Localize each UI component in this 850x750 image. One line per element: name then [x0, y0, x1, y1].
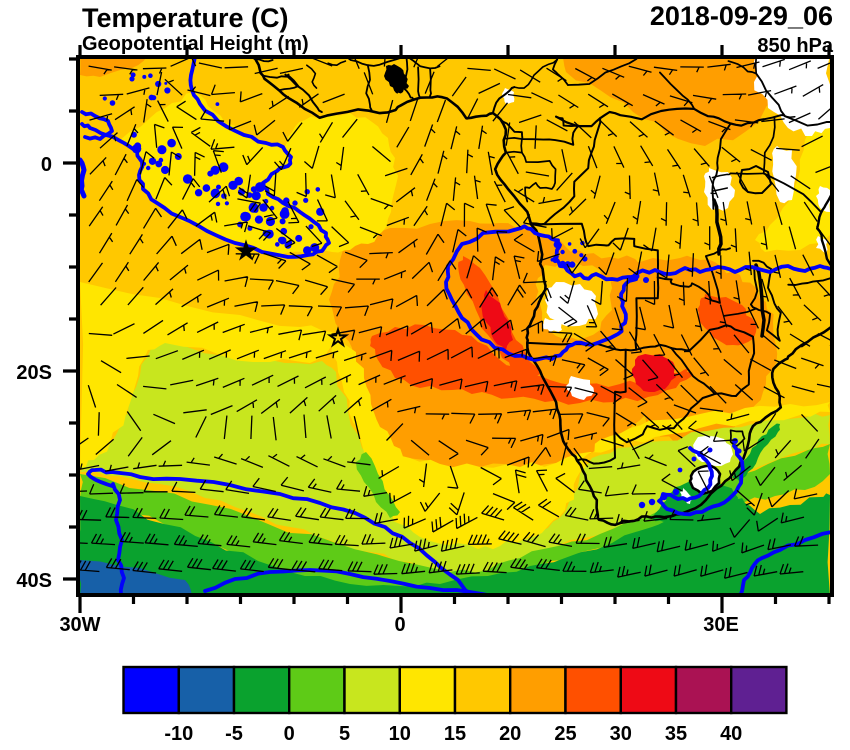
svg-text:20S: 20S [16, 362, 52, 384]
svg-text:40S: 40S [16, 570, 52, 592]
svg-text:30E: 30E [703, 614, 739, 636]
svg-text:30W: 30W [59, 614, 100, 636]
svg-text:20: 20 [499, 723, 521, 745]
svg-text:0: 0 [41, 154, 52, 176]
svg-text:0: 0 [394, 614, 405, 636]
svg-text:-5: -5 [225, 723, 243, 745]
svg-text:2018-09-29_06: 2018-09-29_06 [650, 1, 833, 31]
svg-text:25: 25 [554, 723, 576, 745]
svg-text:30: 30 [610, 723, 632, 745]
svg-text:35: 35 [665, 723, 687, 745]
svg-text:40: 40 [720, 723, 742, 745]
svg-text:850 hPa: 850 hPa [757, 35, 833, 57]
svg-text:10: 10 [389, 723, 411, 745]
svg-text:5: 5 [339, 723, 350, 745]
svg-text:Temperature (C): Temperature (C) [82, 3, 289, 33]
svg-text:15: 15 [444, 723, 466, 745]
svg-text:-10: -10 [164, 723, 193, 745]
svg-text:0: 0 [284, 723, 295, 745]
svg-text:Geopotential Height (m): Geopotential Height (m) [82, 33, 309, 55]
